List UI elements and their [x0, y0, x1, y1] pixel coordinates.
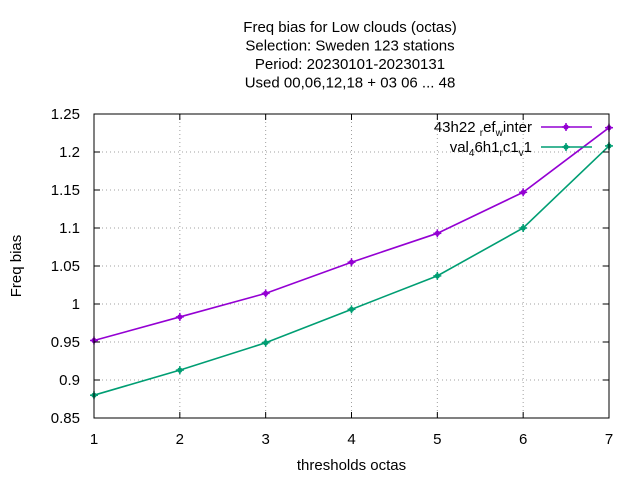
- y-axis-label: Freq bias: [8, 235, 25, 298]
- x-axis-label: thresholds octas: [297, 457, 406, 474]
- title-line: Used 00,06,12,18 + 03 06 ... 48: [245, 75, 456, 92]
- x-tick-label: 7: [605, 431, 613, 448]
- data-point: [347, 258, 356, 267]
- data-point: [261, 289, 270, 298]
- legend-swatch-marker: [562, 123, 570, 131]
- x-tick-label: 4: [347, 431, 355, 448]
- title-line: Selection: Sweden 123 stations: [245, 38, 454, 55]
- data-point: [261, 338, 270, 347]
- y-tick-label: 1.05: [51, 258, 80, 275]
- y-tick-label: 0.9: [59, 372, 80, 389]
- axis-ticks: 1 2 3 4 5 6 7 0.85 0.9 0.95 1 1.05 1.1 1.15 1.2 1.25: [51, 106, 613, 448]
- data-point: [519, 188, 528, 197]
- legend-swatch-marker: [562, 143, 570, 151]
- y-tick-label: 0.95: [51, 334, 80, 351]
- y-tick-label: 1.15: [51, 182, 80, 199]
- data-point: [519, 224, 528, 232]
- title-line: Period: 20230101-20230131: [255, 56, 445, 73]
- x-tick-label: 1: [90, 431, 98, 448]
- data-point: [175, 312, 184, 321]
- y-tick-label: 1.1: [59, 220, 80, 237]
- data-point: [433, 271, 442, 280]
- series-group: [90, 123, 613, 400]
- title-line: Freq bias for Low clouds (octas): [243, 19, 456, 36]
- data-point: [347, 305, 356, 314]
- y-tick-label: 0.85: [51, 410, 80, 427]
- x-tick-label: 5: [433, 431, 441, 448]
- y-tick-label: 1.25: [51, 106, 80, 123]
- data-point: [175, 366, 184, 375]
- legend-label: 43h22 refwinter: [434, 119, 532, 139]
- data-point: [433, 229, 442, 238]
- x-tick-label: 6: [519, 431, 527, 448]
- y-tick-label: 1.2: [59, 144, 80, 161]
- x-tick-label: 2: [176, 431, 184, 448]
- y-tick-label: 1: [72, 296, 80, 313]
- chart-title: Freq bias for Low clouds (octas) Selectio…: [243, 19, 456, 92]
- legend-label: val46h1rc1v1: [450, 139, 532, 159]
- x-tick-label: 3: [261, 431, 269, 448]
